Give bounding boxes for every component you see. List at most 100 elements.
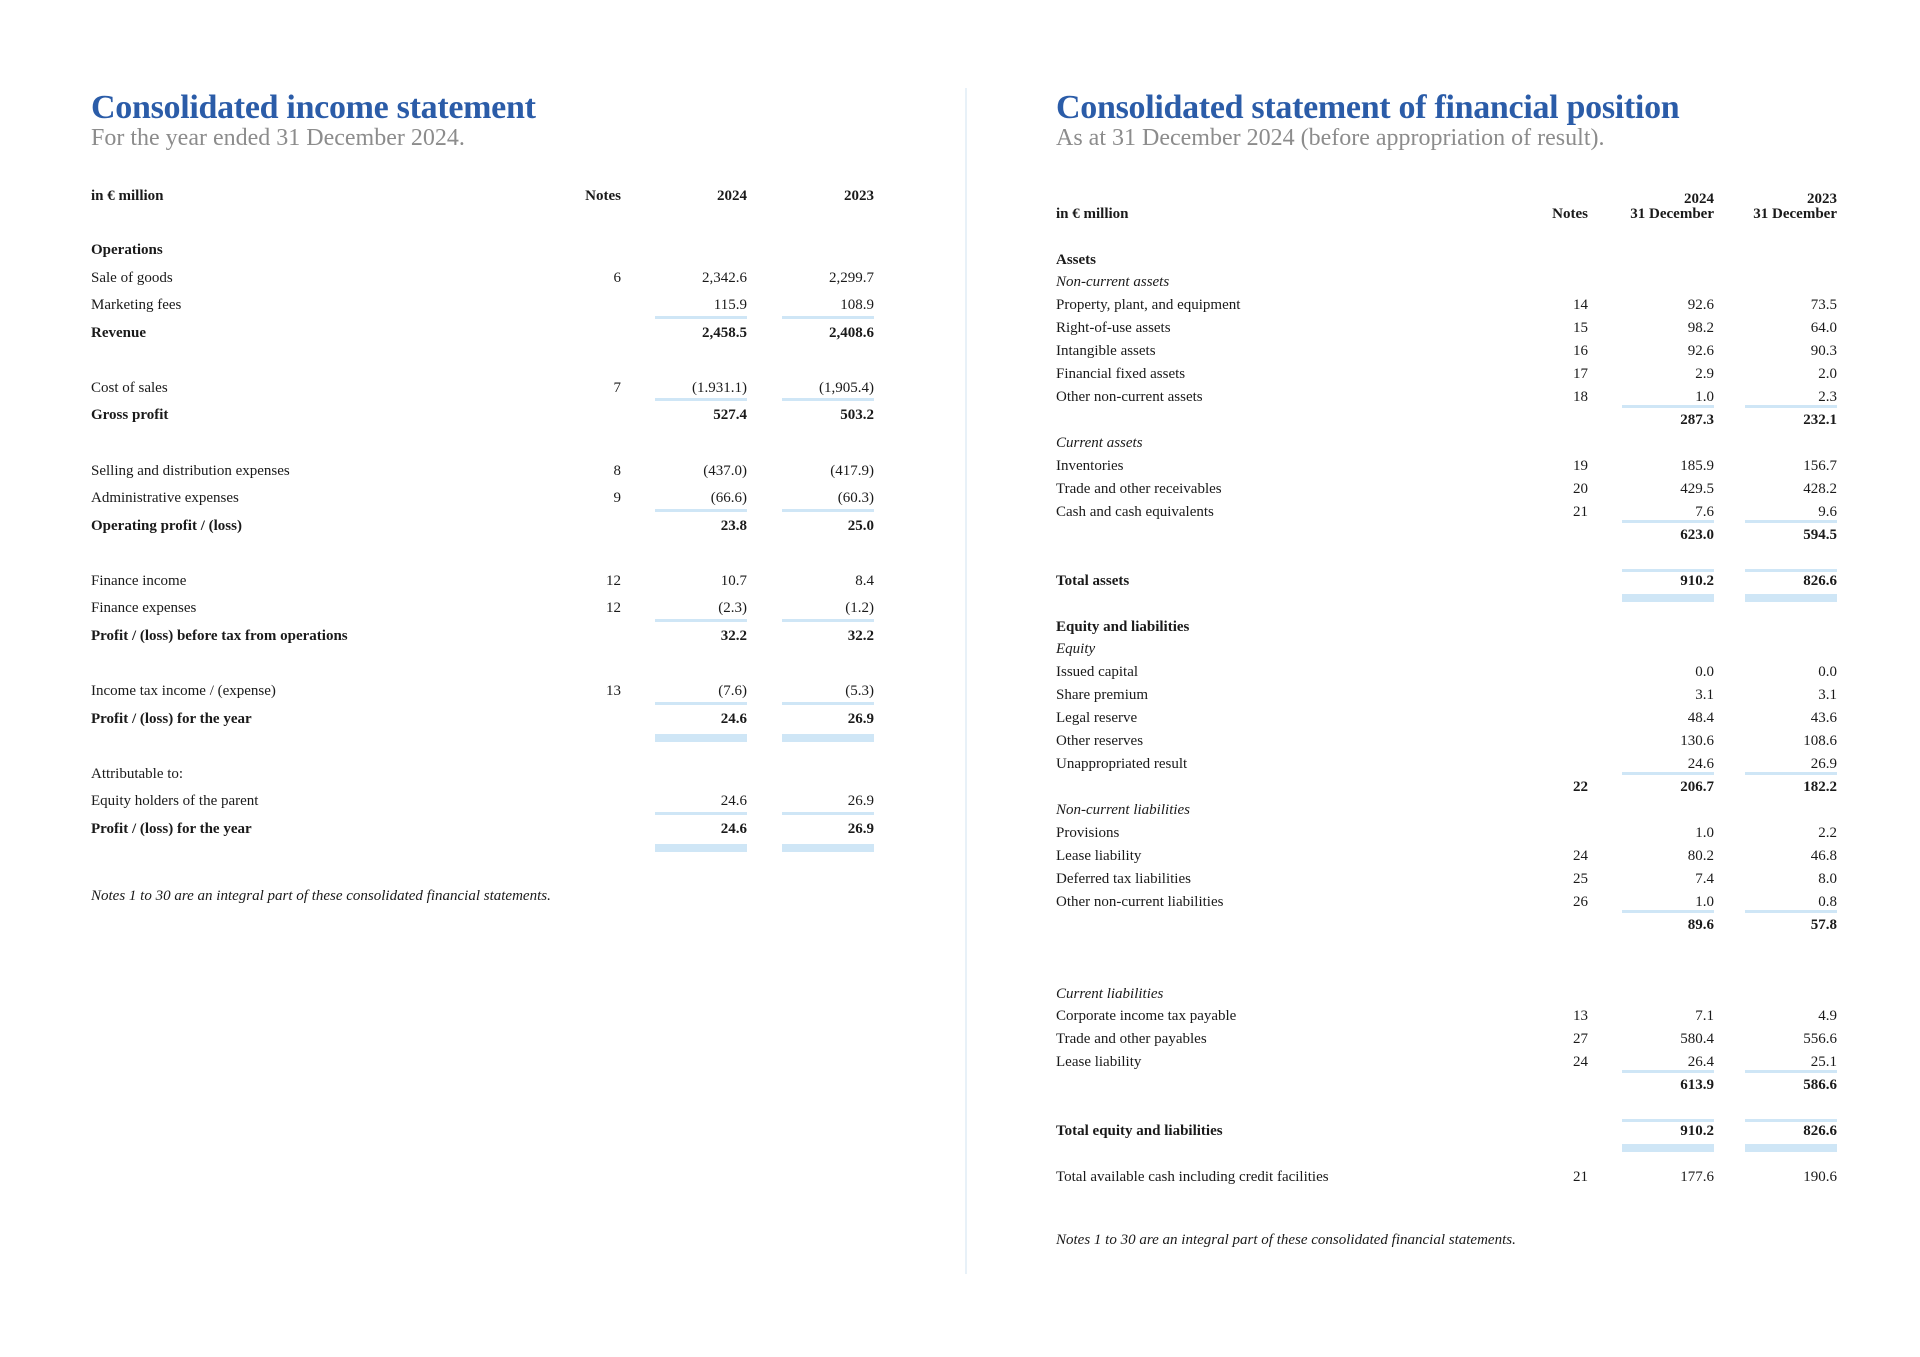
- value-prior-year: 8.4: [855, 572, 874, 589]
- footnote: Notes 1 to 30 are an integral part of th…: [91, 888, 551, 904]
- row-label: Marketing fees: [91, 297, 182, 314]
- underline-rule: [655, 701, 747, 705]
- year-2024-header: 2024: [717, 188, 747, 204]
- table-row: Cash and cash equivalents 21 7.6 9.6: [1056, 501, 1837, 524]
- table-row: Selling and distribution expenses 8 (437.0…: [91, 458, 874, 486]
- note-ref: 6: [613, 269, 622, 286]
- note-ref: 15: [1573, 320, 1588, 337]
- row-label: Administrative expenses: [91, 490, 239, 507]
- value-prior-year: (417.9): [830, 462, 874, 479]
- table-section: Total equity and liabilities 910.2 826.6: [1056, 1119, 1837, 1153]
- page-divider: [965, 88, 967, 1274]
- table-row: Right-of-use assets 15 98.2 64.0: [1056, 317, 1837, 340]
- underline-rule: [1745, 519, 1837, 523]
- row-label: Cash and cash equivalents: [1056, 503, 1214, 520]
- value-current-year: 7.6: [1695, 503, 1714, 520]
- row-label: Financial fixed assets: [1056, 366, 1186, 383]
- value-current-year: 1.0: [1695, 389, 1714, 406]
- income-statement-title: Consolidated income statement: [91, 89, 536, 126]
- row-label: Other non-current liabilities: [1056, 893, 1224, 910]
- row-label: Trade and other payables: [1056, 1031, 1207, 1048]
- table-row: Finance income 12 10.7 8.4: [91, 568, 874, 596]
- table-row: Current assets: [1056, 432, 1837, 455]
- underline-rule: [655, 315, 747, 319]
- note-ref: 21: [1573, 1169, 1588, 1186]
- row-label: Assets: [1056, 251, 1096, 268]
- underline-rule: [782, 315, 874, 319]
- value-prior-year: 0.0: [1818, 664, 1837, 681]
- row-label: Equity: [1056, 641, 1096, 658]
- table-row: Lease liability 24 26.4 25.1: [1056, 1051, 1837, 1074]
- value-current-year: 130.6: [1680, 733, 1714, 750]
- underline-rule: [782, 618, 874, 622]
- overline-rule: [1745, 568, 1837, 572]
- value-prior-year: 26.9: [847, 820, 874, 837]
- value-current-year: 24.6: [720, 793, 747, 810]
- note-ref: 27: [1573, 1031, 1588, 1048]
- value-prior-year: 46.8: [1810, 847, 1837, 864]
- year-2023-header: 2023: [844, 188, 874, 204]
- table-row: Total equity and liabilities 910.2 826.6: [1056, 1119, 1837, 1153]
- table-row: Assets: [1056, 249, 1837, 272]
- table-row: Total assets 910.2 826.6: [1056, 568, 1837, 602]
- table-row: Unappropriated result 24.6 26.9: [1056, 753, 1837, 776]
- row-label: Finance expenses: [91, 600, 197, 617]
- value-prior-year: 57.8: [1810, 916, 1837, 933]
- table-row: Operations: [91, 237, 874, 265]
- value-current-year: 24.6: [1687, 756, 1714, 773]
- value-current-year: 1.0: [1695, 824, 1714, 841]
- underline-rule: [1745, 1070, 1837, 1074]
- value-current-year: 2.9: [1695, 366, 1714, 383]
- total-bar: [782, 844, 874, 853]
- value-prior-year: 26.9: [1810, 756, 1837, 773]
- value-current-year: 527.4: [713, 407, 747, 424]
- table-header: in € million Notes 2024 31 December 2023…: [1056, 190, 1837, 249]
- table-row: Corporate income tax payable 13 7.1 4.9: [1056, 1005, 1837, 1028]
- value-prior-year: 2.0: [1818, 366, 1837, 383]
- table-row: Profit / (loss) for the year 24.6 26.9: [91, 706, 874, 743]
- underline-rule: [655, 508, 747, 512]
- value-prior-year: (1.2): [845, 600, 874, 617]
- table-row: Intangible assets 16 92.6 90.3: [1056, 340, 1837, 363]
- note-ref: 19: [1573, 457, 1588, 474]
- value-current-year: 613.9: [1680, 1077, 1714, 1094]
- value-current-year: 24.6: [720, 710, 747, 727]
- value-current-year: 92.6: [1687, 343, 1714, 360]
- table-row: Equity holders of the parent 24.6 26.9: [91, 788, 874, 816]
- value-prior-year: 428.2: [1803, 480, 1837, 497]
- underline-rule: [1745, 405, 1837, 409]
- value-current-year: 10.7: [720, 572, 747, 589]
- value-current-year: 910.2: [1680, 572, 1714, 589]
- row-label: Other reserves: [1056, 733, 1144, 750]
- row-label: Provisions: [1056, 824, 1120, 841]
- value-current-year: (1.931.1): [692, 379, 747, 396]
- note-ref: 9: [613, 490, 622, 507]
- row-label: Non-current assets: [1056, 274, 1170, 291]
- underline-rule: [1745, 772, 1837, 776]
- value-prior-year: (5.3): [845, 683, 874, 699]
- note-ref: 7: [613, 379, 622, 396]
- table-row: Attributable to:: [91, 761, 874, 789]
- subtotal-row: 623.0 594.5: [1056, 524, 1837, 547]
- note-ref: 20: [1573, 480, 1588, 497]
- row-label: Lease liability: [1056, 847, 1142, 864]
- row-label: Property, plant, and equipment: [1056, 297, 1241, 314]
- unit-label: in € million: [91, 188, 164, 204]
- year-2024-header: 2024: [1684, 191, 1714, 207]
- row-label: Inventories: [1056, 457, 1124, 474]
- note-ref: 16: [1573, 343, 1588, 360]
- underline-rule: [655, 398, 747, 402]
- table-row: Other reserves 130.6 108.6: [1056, 730, 1837, 753]
- table-section: Total assets 910.2 826.6: [1056, 568, 1837, 602]
- notes-header: Notes: [585, 188, 621, 204]
- table-row: Inventories 19 185.9 156.7: [1056, 455, 1837, 478]
- row-label: Non-current liabilities: [1056, 802, 1191, 818]
- value-current-year: 0.0: [1695, 664, 1714, 681]
- value-prior-year: 556.6: [1803, 1031, 1837, 1048]
- table-row: Deferred tax liabilities 25 7.4 8.0: [1056, 868, 1837, 891]
- value-prior-year: 25.1: [1810, 1054, 1837, 1071]
- row-label: Deferred tax liabilities: [1056, 870, 1191, 887]
- value-prior-year: 2,299.7: [829, 269, 874, 286]
- overline-rule: [1622, 1119, 1714, 1123]
- table-section: Income tax income / (expense) 13 (7.6) (5.3…: [91, 678, 874, 743]
